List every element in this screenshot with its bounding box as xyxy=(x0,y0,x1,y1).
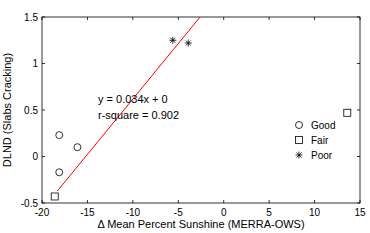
legend-label: Fair xyxy=(311,135,329,146)
annotation: y = 0.034x + 0 xyxy=(98,93,168,105)
x-tick-label: 5 xyxy=(266,207,272,218)
y-tick-label: 1 xyxy=(32,58,38,69)
x-tick-label: -15 xyxy=(80,207,95,218)
x-tick-label: 15 xyxy=(354,207,366,218)
x-tick-label: -20 xyxy=(35,207,50,218)
x-tick-label: -10 xyxy=(126,207,141,218)
y-tick xyxy=(42,110,45,111)
chart: -20 -15 -10 -5 0 5 10 15 -0.5 0 0.5 1 1.5 Δ Mean Perc… xyxy=(0,0,370,233)
point xyxy=(51,193,58,200)
legend-label: Good xyxy=(311,120,335,131)
plot-area xyxy=(51,17,351,200)
y-tick xyxy=(42,156,45,157)
x-tick xyxy=(132,200,133,203)
y-tick-label: 0.5 xyxy=(24,105,38,116)
point xyxy=(185,40,192,47)
legend-symbol xyxy=(296,122,303,129)
x-tick-label: -5 xyxy=(174,207,183,218)
x-tick xyxy=(178,200,179,203)
y-tick-label: -0.5 xyxy=(21,198,39,209)
plot-frame xyxy=(42,17,360,203)
point xyxy=(56,132,63,139)
y-tick-label: 0 xyxy=(32,151,38,162)
x-tick xyxy=(178,17,179,20)
y-tick xyxy=(357,110,360,111)
y-tick xyxy=(357,203,360,204)
x-tick xyxy=(42,200,43,203)
x-tick xyxy=(42,17,43,20)
x-tick xyxy=(314,17,315,20)
x-tick xyxy=(269,200,270,203)
y-tick xyxy=(357,156,360,157)
y-tick xyxy=(42,63,45,64)
point xyxy=(344,109,351,116)
x-tick xyxy=(223,200,224,203)
x-tick xyxy=(360,200,361,203)
y-tick xyxy=(42,203,45,204)
legend-label: Poor xyxy=(311,150,333,161)
x-tick xyxy=(269,17,270,20)
legend-symbol xyxy=(296,137,303,144)
x-tick xyxy=(132,17,133,20)
y-tick xyxy=(42,17,45,18)
x-tick-label: 10 xyxy=(309,207,321,218)
background xyxy=(0,0,370,233)
y-tick xyxy=(357,63,360,64)
y-tick-label: 1.5 xyxy=(24,12,38,23)
x-tick xyxy=(223,17,224,20)
x-tick xyxy=(87,17,88,20)
x-tick xyxy=(314,200,315,203)
y-tick xyxy=(357,17,360,18)
point xyxy=(74,144,81,151)
y-axis-label: DLND (Slabs Cracking) xyxy=(1,53,13,167)
fit-line xyxy=(57,17,200,191)
x-tick-label: 0 xyxy=(221,207,227,218)
x-axis-label: Δ Mean Percent Sunshine (MERRA-OWS) xyxy=(97,218,304,230)
annotation: r-square = 0.902 xyxy=(98,109,179,121)
legend-symbol xyxy=(296,152,303,159)
x-tick xyxy=(87,200,88,203)
x-tick xyxy=(360,17,361,20)
point xyxy=(56,169,63,176)
point xyxy=(169,37,176,44)
